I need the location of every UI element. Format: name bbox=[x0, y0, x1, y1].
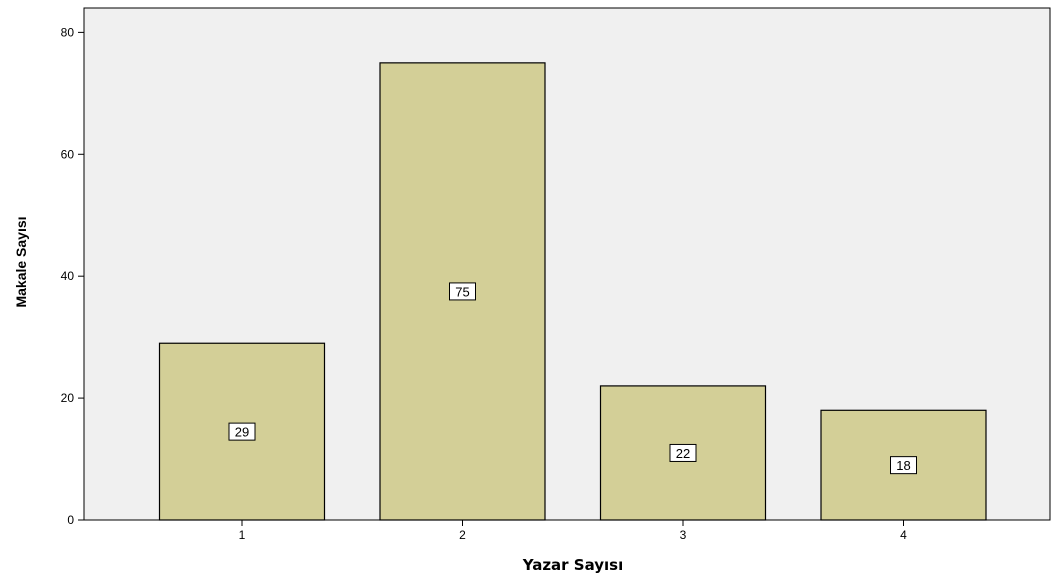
data-label: 18 bbox=[896, 458, 910, 473]
y-tick-label: 60 bbox=[61, 147, 75, 161]
y-axis: 0 20 40 60 80 bbox=[61, 25, 84, 527]
x-axis-title: Yazar Sayısı bbox=[522, 556, 624, 574]
x-tick-label: 3 bbox=[680, 528, 687, 542]
data-label-box bbox=[890, 456, 917, 475]
x-tick-label: 2 bbox=[459, 528, 466, 542]
x-tick-label: 1 bbox=[239, 528, 246, 542]
data-label-box bbox=[669, 443, 697, 462]
data-labels-group: 29 75 22 18 bbox=[228, 282, 917, 475]
data-label: 75 bbox=[455, 284, 469, 299]
y-tick-label: 40 bbox=[61, 269, 75, 283]
data-label-box bbox=[449, 282, 476, 301]
x-tick-label: 4 bbox=[900, 528, 907, 542]
data-label-box bbox=[228, 422, 256, 441]
y-tick-label: 20 bbox=[61, 391, 75, 405]
data-label: 22 bbox=[676, 446, 690, 461]
y-tick-label: 0 bbox=[67, 513, 74, 527]
y-axis-title: Makale Sayısı bbox=[13, 216, 29, 307]
y-tick-label: 80 bbox=[61, 25, 75, 39]
x-axis: 1 2 3 4 bbox=[84, 519, 1050, 542]
data-label: 29 bbox=[235, 425, 249, 440]
